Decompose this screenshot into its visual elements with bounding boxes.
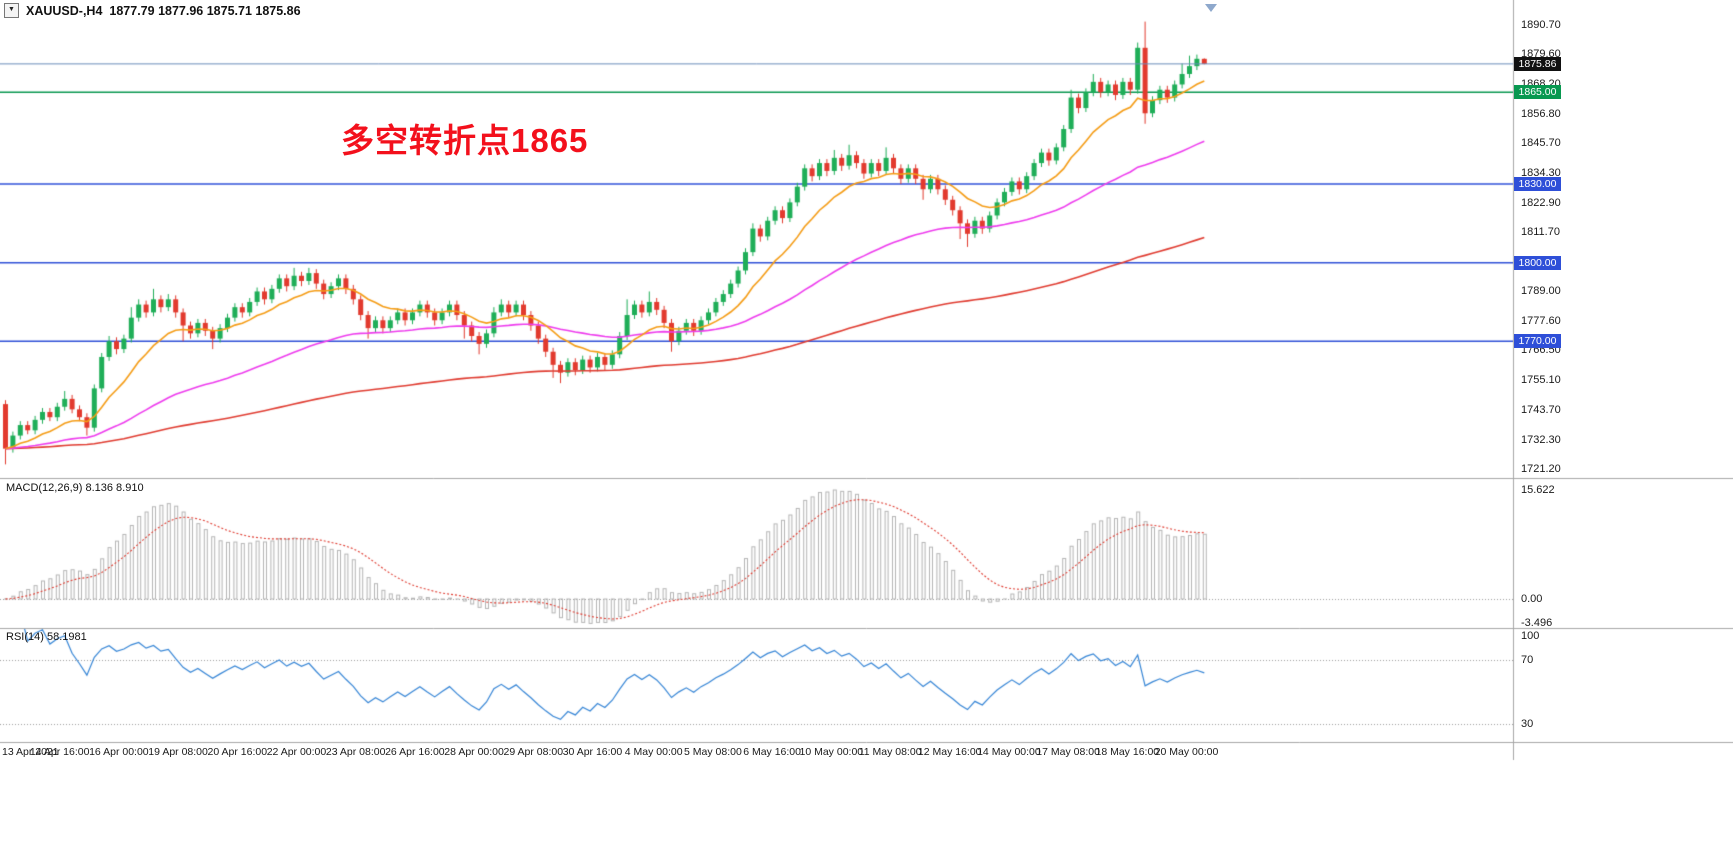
chart-title-bar: ▼ XAUUSD-,H4 1877.79 1877.96 1875.71 187…: [4, 3, 301, 18]
price-axis-label: 1732.30: [1521, 434, 1561, 446]
annotation-text: 多空转折点1865: [341, 122, 589, 159]
time-axis-label: 30 Apr 16:00: [562, 746, 623, 758]
time-axis-label: 23 Apr 08:00: [325, 746, 386, 758]
price-axis-label: 1834.30: [1521, 166, 1561, 179]
time-axis-label: 13 Apr 2021: [2, 746, 59, 758]
price-axis-label: 1755.10: [1521, 374, 1561, 387]
time-axis-label: 12 May 16:00: [917, 746, 982, 758]
price-level-badge: 1770.00: [1514, 334, 1561, 349]
time-axis-label: 18 May 16:00: [1095, 746, 1160, 758]
macd-scale-label: 0.00: [1521, 593, 1543, 605]
time-axis-label: 20 May 00:00: [1154, 746, 1219, 758]
time-axis-label: 29 Apr 08:00: [503, 746, 564, 758]
time-axis-label: 10 May 00:00: [799, 746, 864, 758]
price-axis-label: 1789.00: [1521, 285, 1561, 298]
time-axis-label: 14 May 00:00: [977, 746, 1041, 758]
rsi-indicator-label: RSI(14) 58.1981: [6, 631, 87, 643]
chart-shift-marker-icon[interactable]: [1205, 4, 1217, 12]
price-axis-label: 1856.80: [1521, 107, 1561, 120]
price-axis-label: 1822.90: [1521, 196, 1561, 209]
rsi-scale-label: 30: [1521, 718, 1534, 730]
time-axis-label: 5 May 08:00: [684, 746, 742, 758]
current-price-badge: 1875.86: [1514, 56, 1561, 71]
symbol-dropdown-icon[interactable]: ▼: [4, 3, 19, 18]
price-axis-label: 1777.60: [1521, 315, 1561, 328]
time-axis-label: 6 May 16:00: [743, 746, 801, 758]
price-level-badge: 1800.00: [1514, 255, 1561, 270]
price-axis-label: 1890.70: [1521, 19, 1561, 31]
time-axis-label: 26 Apr 16:00: [385, 746, 445, 758]
symbol-period-label: XAUUSD-,H4: [26, 3, 103, 18]
time-axis-label: 19 Apr 08:00: [148, 746, 208, 758]
price-level-badge: 1865.00: [1514, 85, 1561, 100]
time-axis-label: 28 Apr 00:00: [444, 746, 504, 758]
time-axis-label: 16 Apr 00:00: [89, 746, 149, 758]
price-axis-label: 1811.70: [1521, 225, 1560, 238]
price-axis-label: 1845.70: [1521, 136, 1561, 149]
time-axis-label: 4 May 00:00: [624, 746, 683, 758]
ohlc-values: 1877.79 1877.96 1875.71 1875.86: [109, 3, 301, 18]
rsi-scale-label: 70: [1521, 654, 1534, 666]
macd-scale-label: 15.622: [1521, 484, 1555, 496]
time-axis-label: 17 May 08:00: [1036, 746, 1100, 758]
time-axis-label: 22 Apr 00:00: [266, 746, 327, 758]
macd-indicator-label: MACD(12,26,9) 8.136 8.910: [6, 482, 144, 494]
rsi-scale-label: 100: [1521, 630, 1540, 642]
macd-scale-label: -3.496: [1521, 617, 1553, 630]
time-axis-label: 14 Apr 16:00: [29, 746, 90, 758]
time-axis-label: 20 Apr 16:00: [207, 746, 268, 758]
price-level-badge: 1830.00: [1514, 177, 1561, 192]
time-axis-label: 11 May 08:00: [858, 746, 922, 758]
price-axis-label: 1743.70: [1521, 404, 1561, 417]
price-axis-label: 1721.20: [1521, 463, 1561, 476]
